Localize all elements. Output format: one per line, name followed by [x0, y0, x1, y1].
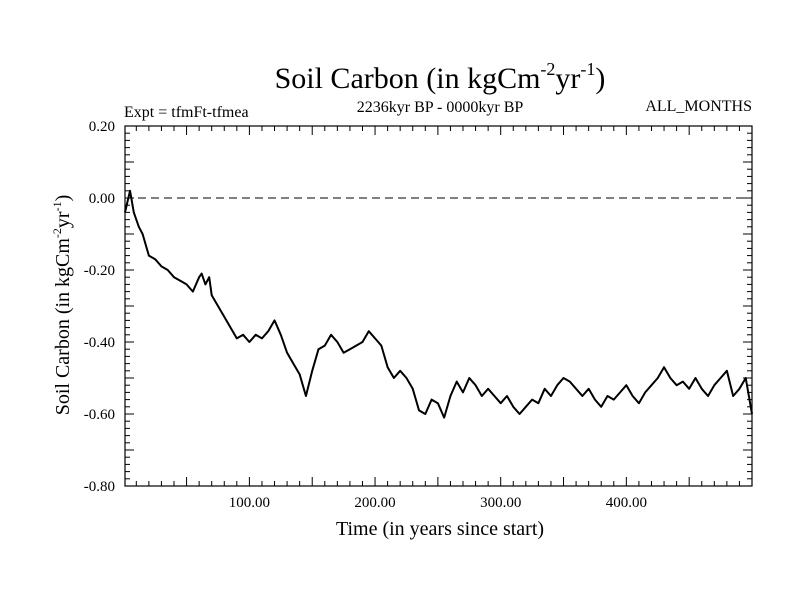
- x-tick-label: 200.00: [354, 495, 395, 511]
- x-tick-label: 400.00: [606, 495, 647, 511]
- x-tick-label: 100.00: [229, 495, 270, 511]
- y-axis-label-mid: yr: [52, 211, 74, 228]
- chart-title-exp2: -1: [580, 59, 595, 79]
- y-tick-label: 0.00: [89, 191, 115, 207]
- y-tick-label: 0.20: [89, 119, 115, 135]
- months-label: ALL_MONTHS: [645, 98, 752, 115]
- x-tick-label: 300.00: [480, 495, 521, 511]
- y-tick-label: -0.40: [84, 335, 115, 351]
- y-tick-label: -0.80: [84, 479, 115, 495]
- y-tick-label: -0.20: [84, 263, 115, 279]
- experiment-label: Expt = tfmFt-tfmea: [124, 104, 249, 121]
- axis-tick-labels: 0.20 0.00 -0.20 -0.40 -0.60 -0.80 100.00 200.00…: [84, 119, 647, 511]
- y-axis-label-exp2: -1: [50, 201, 64, 211]
- series-line-soil-carbon: [124, 189, 753, 419]
- y-axis-label: Soil Carbon (in kgCm-2yr-1): [50, 195, 74, 416]
- x-axis-label: Time (in years since start): [336, 518, 544, 540]
- time-range-label: 2236kyr BP - 0000kyr BP: [357, 99, 524, 116]
- chart-title: Soil Carbon (in kgCm-2yr-1): [275, 59, 606, 95]
- y-axis-label-end: ): [52, 195, 74, 202]
- y-axis-label-main: Soil Carbon (in kgCm: [52, 238, 74, 416]
- chart-title-end: ): [595, 62, 605, 95]
- axis-ticks: [125, 125, 752, 487]
- y-tick-label: -0.60: [84, 407, 115, 423]
- y-axis-label-exp1: -2: [50, 228, 64, 238]
- chart-title-exp1: -2: [540, 59, 555, 79]
- chart-title-main: Soil Carbon (in kgCm: [275, 62, 541, 95]
- chart-title-mid: yr: [555, 62, 580, 95]
